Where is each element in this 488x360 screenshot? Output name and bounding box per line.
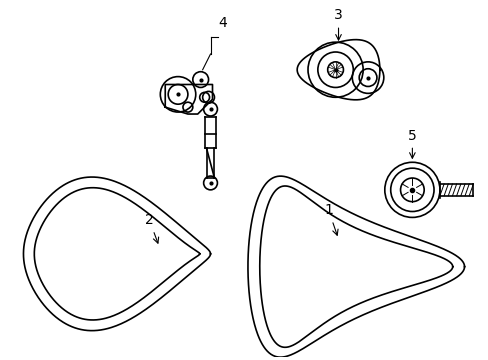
Text: 1: 1 — [324, 203, 337, 235]
Text: 5: 5 — [407, 129, 416, 158]
Text: 2: 2 — [145, 213, 158, 243]
Text: 4: 4 — [218, 16, 227, 30]
Text: 3: 3 — [333, 9, 342, 40]
